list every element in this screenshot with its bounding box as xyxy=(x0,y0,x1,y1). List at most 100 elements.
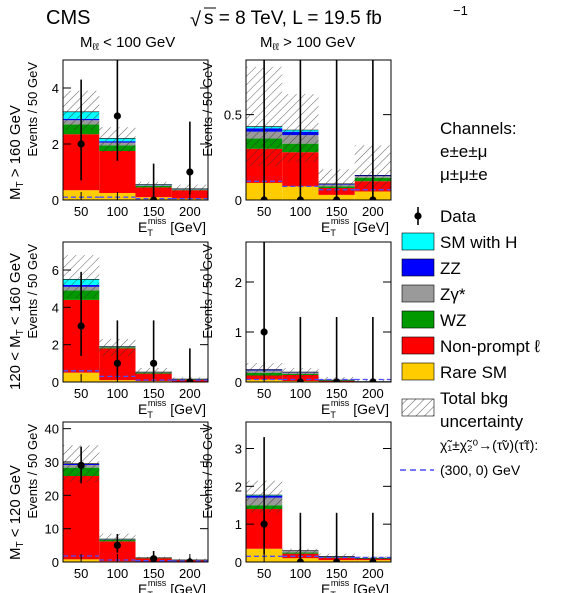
x-axis-label: ETmiss [GeV] xyxy=(321,398,389,420)
ytick-label: 6 xyxy=(52,263,59,278)
xtick-label: 200 xyxy=(362,566,384,581)
experiment-label: CMS xyxy=(46,7,90,29)
plot-area xyxy=(63,255,208,382)
channels-line1: e±e±μ xyxy=(440,142,487,161)
data-point-bin3 xyxy=(186,168,194,176)
lumi-exponent: −1 xyxy=(453,3,468,18)
sqrt-symbol: √ xyxy=(190,9,201,31)
y-axis-label: Events / 50 GeV xyxy=(200,424,215,519)
legend-label-zg: Zγ* xyxy=(440,285,466,304)
legend-label-np: Non-prompt ℓ xyxy=(440,337,540,356)
xtick-label: 50 xyxy=(257,386,271,401)
panel-frame xyxy=(62,241,209,383)
y-axis-label: Events / 50 GeV xyxy=(25,62,40,157)
x-axis-label: ETmiss [GeV] xyxy=(321,216,389,238)
legend-swatch-rare xyxy=(401,362,435,381)
xtick-label: 150 xyxy=(326,386,348,401)
data-point-bin0 xyxy=(77,140,85,148)
panel-frame xyxy=(62,421,209,563)
data-point-bin0 xyxy=(77,461,85,469)
legend-item-rare: Rare SM xyxy=(401,362,507,382)
x-axis-label: ETmiss [GeV] xyxy=(138,578,206,593)
ytick-label: 30 xyxy=(45,455,59,470)
legend-item-unc: Total bkg uncertainty xyxy=(401,389,524,431)
data-point-bin1 xyxy=(113,359,121,367)
xtick-label: 100 xyxy=(290,386,312,401)
y-axis-label: Events / 50 GeV xyxy=(25,424,40,519)
legend-swatch-smh xyxy=(401,232,435,251)
legend: Data SM with H ZZ Zγ* WZ Non-prompt ℓ Rare SM T… xyxy=(401,207,540,431)
channels-line2: μ±μ±e xyxy=(440,165,488,184)
data-point-bin0 xyxy=(260,520,268,528)
legend-swatch-np xyxy=(401,336,435,355)
ytick-label: 4 xyxy=(52,300,59,315)
legend-item-np: Non-prompt ℓ xyxy=(401,336,540,356)
xtick-label: 50 xyxy=(74,386,88,401)
xtick-label: 200 xyxy=(179,204,201,219)
signal-mass-label: (300, 0) GeV xyxy=(440,462,521,478)
legend-item-smh: SM with H xyxy=(401,232,517,252)
data-point-bin1 xyxy=(113,112,121,120)
plot-area xyxy=(246,242,391,382)
ytick-label: 2 xyxy=(52,338,59,353)
legend-item-zz: ZZ xyxy=(401,258,461,278)
ytick-label: 2 xyxy=(235,479,242,494)
xtick-label: 150 xyxy=(326,566,348,581)
xtick-label: 100 xyxy=(107,386,129,401)
legend-item-data: Data xyxy=(414,207,476,226)
panel-frame xyxy=(245,241,392,383)
ytick-label: 20 xyxy=(45,488,59,503)
ytick-label: 1 xyxy=(235,325,242,340)
legend-label-wz: WZ xyxy=(440,311,466,330)
column-label-high-mll: Mℓℓ > 100 GeV xyxy=(260,34,355,53)
x-axis-label: ETmiss [GeV] xyxy=(138,216,206,238)
xtick-label: 50 xyxy=(74,566,88,581)
channels-title: Channels: xyxy=(440,119,517,138)
xtick-label: 150 xyxy=(143,386,165,401)
ytick-label: 0 xyxy=(52,193,59,208)
xtick-label: 50 xyxy=(257,566,271,581)
ytick-label: 0 xyxy=(235,555,242,570)
legend-label-unc-line2: uncertainty xyxy=(440,412,524,431)
sqrt-s-label: s xyxy=(204,8,214,29)
energy-lumi-label: √ s = 8 TeV, L = 19.5 fb −1 xyxy=(190,3,468,31)
xtick-label: 50 xyxy=(74,204,88,219)
legend-label-rare: Rare SM xyxy=(440,363,507,382)
xtick-label: 50 xyxy=(257,204,271,219)
ytick-label: 0.5 xyxy=(224,108,242,123)
plot-area xyxy=(246,60,391,200)
xtick-label: 150 xyxy=(326,204,348,219)
x-axis-label: ETmiss [GeV] xyxy=(321,578,389,593)
legend-swatch-uncertainty xyxy=(401,398,435,417)
signal-process-label: χ̃₁±χ̃₂⁰→(τ̃ν)(τ̃τ): xyxy=(440,437,538,453)
xtick-label: 200 xyxy=(362,204,384,219)
panel-frame xyxy=(62,59,209,201)
column-label-low-mll: Mℓℓ < 100 GeV xyxy=(80,34,175,53)
data-point-bin0 xyxy=(260,328,268,336)
svg-text:s = 8 TeV, L = 19.5 fb: s = 8 TeV, L = 19.5 fb xyxy=(204,8,382,29)
legend-data-marker xyxy=(414,212,422,220)
ytick-label: 2 xyxy=(52,137,59,152)
panel-frame xyxy=(245,59,392,201)
row-label-low-mt: MT < 120 GeV xyxy=(7,465,26,560)
data-point-bin2 xyxy=(150,359,158,367)
xtick-label: 200 xyxy=(362,386,384,401)
ytick-label: 1 xyxy=(235,517,242,532)
xtick-label: 100 xyxy=(107,566,129,581)
legend-label-zz: ZZ xyxy=(440,259,461,278)
legend-item-wz: WZ xyxy=(401,310,466,330)
row-label-high-mt: MT > 160 GeV xyxy=(7,105,26,200)
legend-label-data: Data xyxy=(440,207,476,226)
ytick-label: 3 xyxy=(235,441,242,456)
xtick-label: 100 xyxy=(290,566,312,581)
bar-np-bin0 xyxy=(63,476,100,560)
data-point-bin1 xyxy=(113,541,121,549)
y-axis-label: Events / 50 GeV xyxy=(200,62,215,157)
x-axis-label: ETmiss [GeV] xyxy=(138,398,206,420)
